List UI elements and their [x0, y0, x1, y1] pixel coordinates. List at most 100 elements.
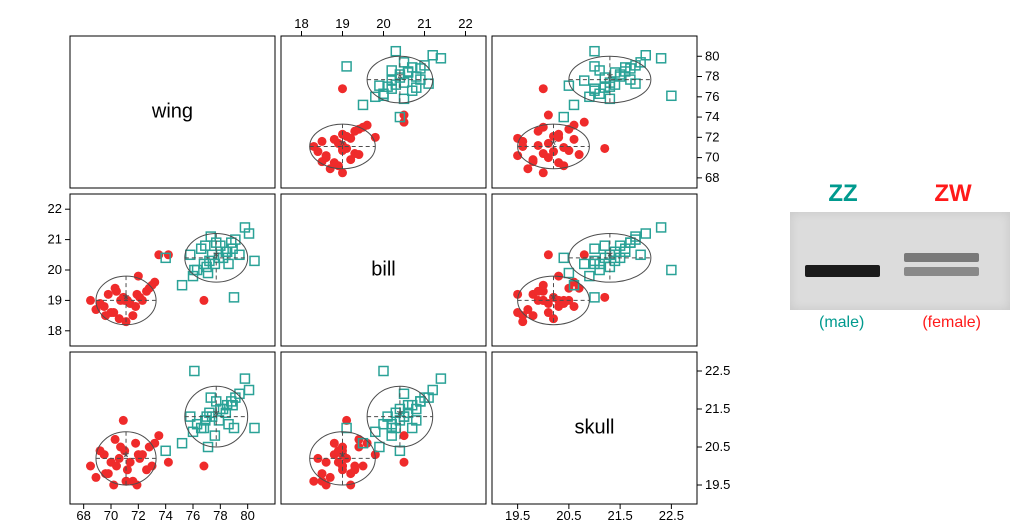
- tick-label: 21: [417, 16, 431, 31]
- panel-bill-wing: **: [70, 194, 275, 346]
- point-male: [667, 91, 676, 100]
- point-female: [131, 439, 140, 448]
- point-female: [164, 250, 173, 259]
- centroid-male: *: [607, 249, 613, 266]
- panel-skull-wing: **: [70, 352, 275, 504]
- panel-skull-bill: **: [281, 352, 486, 504]
- point-female: [539, 84, 548, 93]
- point-male: [210, 431, 219, 440]
- point-female: [539, 281, 548, 290]
- panel-wing-bill: **: [281, 36, 486, 188]
- point-male: [580, 259, 589, 268]
- point-female: [111, 284, 120, 293]
- centroid-male: *: [607, 71, 613, 88]
- panel-bill-skull: **: [492, 194, 697, 346]
- point-female: [400, 458, 409, 467]
- point-female: [346, 155, 355, 164]
- tick-label: 19: [335, 16, 349, 31]
- point-female: [539, 123, 548, 132]
- panel-bill-bill: bill: [281, 194, 486, 346]
- point-female: [109, 308, 118, 317]
- point-female: [128, 311, 137, 320]
- point-male: [580, 76, 589, 85]
- gel-image: [790, 212, 1010, 310]
- tick-label: 22.5: [659, 508, 684, 523]
- gel-band-zw: [904, 253, 979, 262]
- point-male: [161, 446, 170, 455]
- point-female: [513, 308, 522, 317]
- point-female: [534, 141, 543, 150]
- point-female: [101, 469, 110, 478]
- point-male: [570, 100, 579, 109]
- point-male: [400, 389, 409, 398]
- point-female: [326, 164, 335, 173]
- point-female: [111, 435, 120, 444]
- gel-label-zz: ZZ: [828, 180, 857, 208]
- tick-label: 19.5: [705, 477, 730, 492]
- point-female: [86, 462, 95, 471]
- point-male: [641, 229, 650, 238]
- point-male: [245, 386, 254, 395]
- tick-label: 68: [76, 508, 90, 523]
- point-female: [330, 135, 339, 144]
- gel-band-zw: [904, 267, 979, 276]
- point-male: [230, 293, 239, 302]
- tick-label: 68: [705, 170, 719, 185]
- point-female: [154, 250, 163, 259]
- point-female: [322, 458, 331, 467]
- point-male: [667, 266, 676, 275]
- tick-label: 19.5: [505, 508, 530, 523]
- tick-label: 20.5: [556, 508, 581, 523]
- centroid-female: *: [339, 137, 345, 154]
- axis-label-bill: bill: [371, 258, 395, 280]
- tick-label: 22: [458, 16, 472, 31]
- axis-label-wing: wing: [151, 100, 193, 122]
- gel-label-female: (female): [922, 314, 981, 332]
- point-female: [564, 146, 573, 155]
- point-male: [436, 374, 445, 383]
- tick-label: 74: [705, 109, 719, 124]
- point-female: [91, 473, 100, 482]
- axis-label-skull: skull: [574, 416, 614, 438]
- tick-label: 20.5: [705, 439, 730, 454]
- point-male: [250, 424, 259, 433]
- point-female: [150, 439, 159, 448]
- gel-bottom-labels: (male) (female): [790, 314, 1010, 332]
- point-male: [395, 446, 404, 455]
- point-female: [354, 150, 363, 159]
- centroid-male: *: [213, 249, 219, 266]
- point-female: [318, 137, 327, 146]
- tick-label: 72: [705, 129, 719, 144]
- panel-skull-skull: skull: [492, 352, 697, 504]
- point-male: [342, 62, 351, 71]
- tick-label: 22.5: [705, 363, 730, 378]
- point-female: [86, 296, 95, 305]
- point-male: [199, 259, 208, 268]
- tick-label: 21.5: [607, 508, 632, 523]
- point-female: [350, 465, 359, 474]
- tick-label: 70: [705, 150, 719, 165]
- point-female: [559, 161, 568, 170]
- tick-label: 76: [705, 89, 719, 104]
- gel-band-zz: [805, 265, 880, 277]
- centroid-female: *: [339, 449, 345, 466]
- point-male: [375, 443, 384, 452]
- point-female: [326, 473, 335, 482]
- tick-label: 74: [158, 508, 172, 523]
- tick-label: 78: [213, 508, 227, 523]
- point-female: [104, 290, 113, 299]
- tick-label: 80: [240, 508, 254, 523]
- point-female: [513, 134, 522, 143]
- point-female: [131, 302, 140, 311]
- point-female: [544, 111, 553, 120]
- point-female: [119, 416, 128, 425]
- point-male: [657, 54, 666, 63]
- point-male: [564, 269, 573, 278]
- point-female: [580, 118, 589, 127]
- tick-label: 72: [131, 508, 145, 523]
- tick-label: 80: [705, 48, 719, 63]
- point-male: [379, 367, 388, 376]
- scatterplot-matrix: wing******bill******skull181920212268707…: [20, 6, 760, 531]
- gel-label-zw: ZW: [934, 180, 971, 208]
- tick-label: 18: [294, 16, 308, 31]
